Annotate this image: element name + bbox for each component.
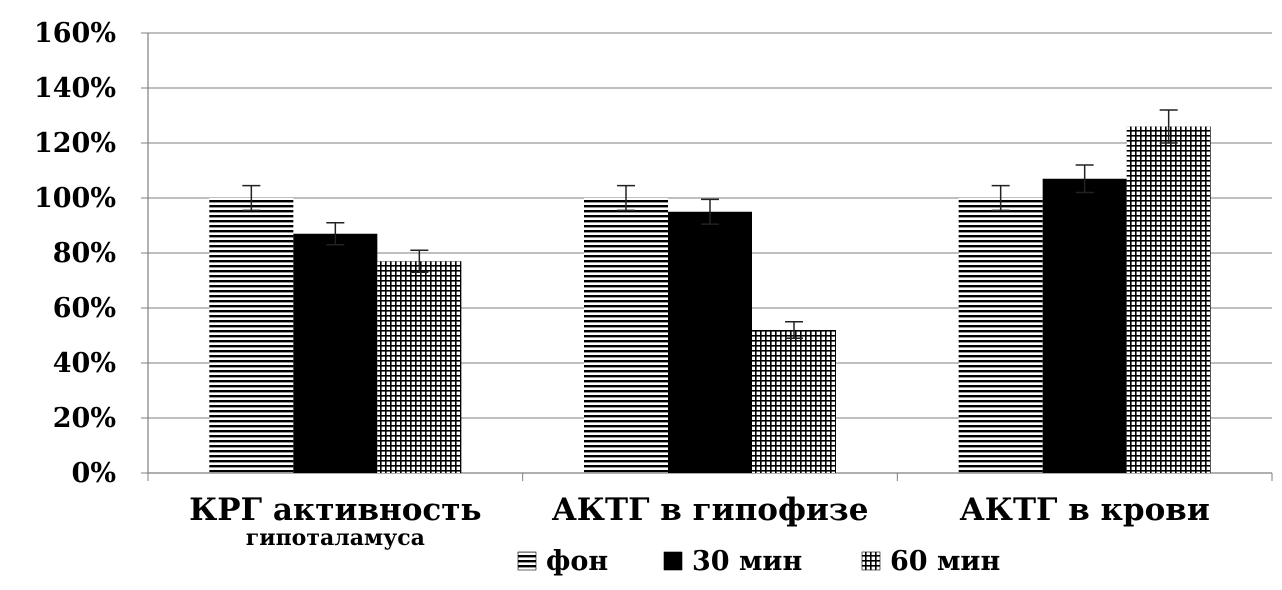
legend: фон 30 мин 60 мин	[517, 546, 1000, 577]
bar	[1126, 126, 1211, 473]
x-tick-label: КРГ активность	[189, 492, 481, 528]
tick-labels: 0% 20% 40% 60% 80% 100% 120% 140% 160% КРГ активн…	[34, 18, 1210, 551]
legend-label: фон	[546, 546, 608, 577]
y-tick-label: 100%	[34, 183, 116, 214]
y-tick-label: 160%	[34, 18, 116, 49]
y-tick-label: 0%	[72, 458, 116, 489]
y-tick-label: 20%	[53, 403, 116, 434]
bar	[958, 198, 1043, 473]
bar	[377, 261, 462, 473]
bar	[209, 198, 294, 473]
legend-swatch	[861, 551, 881, 571]
x-tick-label: АКТГ в крови	[960, 492, 1210, 528]
y-tick-label: 140%	[34, 73, 116, 104]
legend-swatch	[517, 551, 537, 571]
bar	[752, 330, 836, 473]
legend-label: 60 мин	[890, 546, 1000, 577]
y-tick-label: 120%	[34, 128, 116, 159]
bar	[584, 198, 668, 473]
y-tick-label: 40%	[53, 348, 116, 379]
x-tick-label: АКТГ в гипофизе	[552, 492, 869, 528]
bars	[209, 109, 1211, 473]
legend-swatch	[663, 551, 683, 571]
bar	[1042, 178, 1127, 473]
y-tick-label: 60%	[53, 293, 116, 324]
legend-label: 30 мин	[692, 546, 802, 577]
bar	[293, 233, 378, 473]
bar	[668, 211, 752, 473]
x-tick-label: гипоталамуса	[246, 525, 425, 551]
y-tick-label: 80%	[53, 238, 116, 269]
